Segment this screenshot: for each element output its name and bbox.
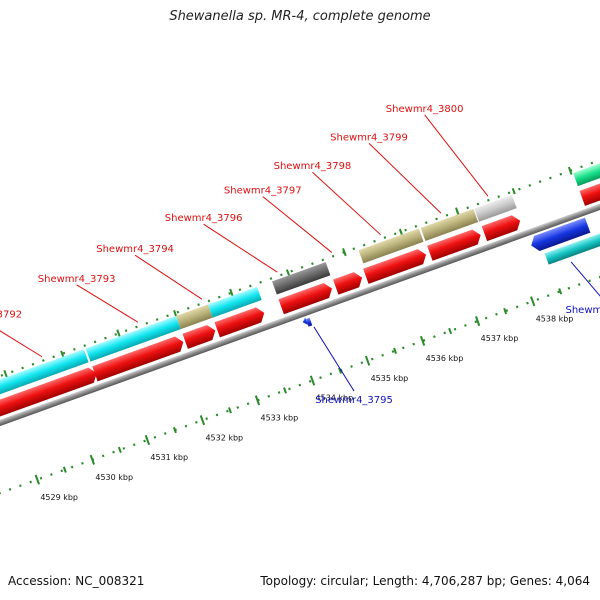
cds-arrow[interactable] bbox=[481, 213, 523, 242]
genome-summary: Topology: circular; Length: 4,706,287 bp… bbox=[260, 574, 590, 588]
cds-teal-block[interactable] bbox=[544, 233, 600, 265]
ruler-tick-label: 4530 kbp bbox=[95, 473, 133, 482]
gene-label-forward[interactable]: Shewmr4_3798 bbox=[274, 161, 352, 172]
gene-label-forward[interactable]: Shewmr4_3792 bbox=[0, 310, 22, 321]
gene-label-forward[interactable]: Shewmr4_3796 bbox=[165, 213, 243, 224]
cds-arrow[interactable] bbox=[182, 323, 219, 349]
cds-olive-block[interactable] bbox=[358, 228, 424, 264]
cds-lightgray-block[interactable] bbox=[474, 194, 517, 222]
cds-arrow[interactable] bbox=[579, 170, 600, 206]
gene-label-reverse[interactable]: Shewmr4_3801 bbox=[565, 305, 600, 316]
gene-label-forward[interactable]: Shewmr4_3799 bbox=[330, 132, 408, 143]
accession-label: Accession: NC_008321 bbox=[8, 574, 145, 588]
ruler-tick-label: 4531 kbp bbox=[150, 453, 188, 462]
cds-arrow[interactable] bbox=[333, 270, 365, 295]
ruler-tick-label: 4534 kbp bbox=[316, 394, 354, 403]
cds-cyan-block[interactable] bbox=[85, 315, 181, 362]
genome-backbone bbox=[0, 188, 600, 438]
gene-label-forward[interactable]: Shewmr4_3800 bbox=[386, 104, 464, 115]
ruler-tick-label: 4538 kbp bbox=[536, 314, 574, 323]
cds-cyan-block[interactable] bbox=[208, 286, 262, 318]
cds-arrow[interactable] bbox=[214, 305, 266, 338]
cds-arrow[interactable] bbox=[0, 366, 99, 420]
gene-label-forward[interactable]: Shewmr4_3794 bbox=[96, 244, 174, 255]
gene-label-reverse[interactable]: Shewmr4_3795 bbox=[315, 395, 393, 406]
cds-reverse-arrow[interactable] bbox=[305, 317, 313, 327]
ruler-tick-label: 4536 kbp bbox=[426, 354, 464, 363]
cds-reverse-arrow[interactable] bbox=[301, 317, 308, 326]
cds-olive-block[interactable] bbox=[176, 304, 213, 330]
ruler-tick-label: 4537 kbp bbox=[481, 334, 519, 343]
cds-arrow[interactable] bbox=[427, 227, 483, 261]
cds-forward-lane bbox=[0, 170, 600, 420]
cds-reverse-arrow[interactable] bbox=[528, 217, 591, 253]
gene-label-forward[interactable]: Shewmr4_3797 bbox=[224, 186, 302, 197]
cds-olive-block[interactable] bbox=[420, 208, 479, 242]
cds-green-block[interactable] bbox=[573, 152, 600, 187]
map-title: Shewanella sp. MR-4, complete genome bbox=[169, 9, 431, 24]
cds-cyan-block[interactable] bbox=[0, 349, 89, 397]
outer-tick-ring bbox=[0, 155, 600, 388]
coordinate-ruler: 4529 kbp 4530 kbp 4531 kbp 4532 kbp 4533 kbp… bbox=[0, 265, 600, 502]
feature-lane-upper bbox=[0, 152, 600, 397]
cds-reverse-lane bbox=[301, 217, 600, 327]
ruler-tick-label: 4533 kbp bbox=[260, 414, 298, 423]
cds-arrow[interactable] bbox=[278, 281, 334, 315]
cds-arrow[interactable] bbox=[92, 334, 186, 382]
gene-label-forward[interactable]: Shewmr4_3793 bbox=[38, 274, 116, 285]
ruler-tick-label: 4529 kbp bbox=[40, 493, 78, 502]
ruler-tick-label: 4535 kbp bbox=[371, 374, 409, 383]
cds-darkgray-block[interactable] bbox=[272, 262, 331, 295]
cds-arrow[interactable] bbox=[363, 247, 429, 284]
ruler-tick-label: 4532 kbp bbox=[205, 433, 243, 442]
